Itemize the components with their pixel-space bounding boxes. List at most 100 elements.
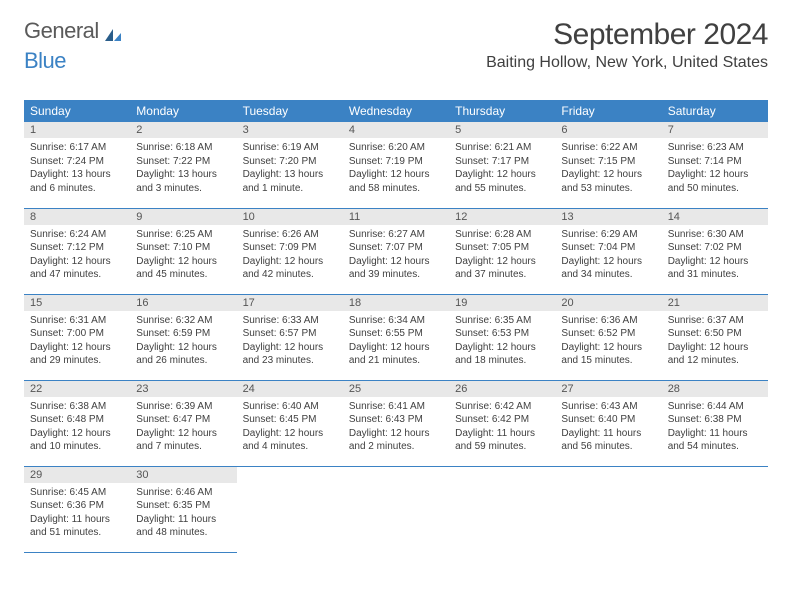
day-number: 3	[237, 122, 343, 138]
sunrise: Sunrise: 6:18 AM	[136, 141, 230, 155]
day-info: Sunrise: 6:34 AMSunset: 6:55 PMDaylight:…	[343, 311, 449, 372]
day-info: Sunrise: 6:28 AMSunset: 7:05 PMDaylight:…	[449, 225, 555, 286]
sunrise: Sunrise: 6:23 AM	[668, 141, 762, 155]
sunrise: Sunrise: 6:34 AM	[349, 314, 443, 328]
day-number: 19	[449, 295, 555, 311]
calendar-cell: 7Sunrise: 6:23 AMSunset: 7:14 PMDaylight…	[662, 122, 768, 208]
header: General September 2024 Baiting Hollow, N…	[24, 18, 768, 72]
day-info: Sunrise: 6:27 AMSunset: 7:07 PMDaylight:…	[343, 225, 449, 286]
sunrise: Sunrise: 6:21 AM	[455, 141, 549, 155]
calendar-cell: 5Sunrise: 6:21 AMSunset: 7:17 PMDaylight…	[449, 122, 555, 208]
sunrise: Sunrise: 6:39 AM	[136, 400, 230, 414]
calendar-cell: 25Sunrise: 6:41 AMSunset: 6:43 PMDayligh…	[343, 380, 449, 466]
sunset: Sunset: 7:10 PM	[136, 241, 230, 255]
day-info: Sunrise: 6:45 AMSunset: 6:36 PMDaylight:…	[24, 483, 130, 544]
day-info: Sunrise: 6:44 AMSunset: 6:38 PMDaylight:…	[662, 397, 768, 458]
day-number: 18	[343, 295, 449, 311]
calendar-week: 29Sunrise: 6:45 AMSunset: 6:36 PMDayligh…	[24, 466, 768, 552]
daylight: Daylight: 12 hours and 42 minutes.	[243, 255, 337, 282]
sunset: Sunset: 7:04 PM	[561, 241, 655, 255]
day-info: Sunrise: 6:19 AMSunset: 7:20 PMDaylight:…	[237, 138, 343, 199]
daylight: Daylight: 11 hours and 48 minutes.	[136, 513, 230, 540]
sunset: Sunset: 7:19 PM	[349, 155, 443, 169]
day-header: Saturday	[662, 100, 768, 122]
daylight: Daylight: 12 hours and 39 minutes.	[349, 255, 443, 282]
day-number: 12	[449, 209, 555, 225]
day-number: 10	[237, 209, 343, 225]
calendar-cell	[343, 466, 449, 552]
sunrise: Sunrise: 6:32 AM	[136, 314, 230, 328]
day-info: Sunrise: 6:32 AMSunset: 6:59 PMDaylight:…	[130, 311, 236, 372]
sunset: Sunset: 7:12 PM	[30, 241, 124, 255]
calendar-cell: 1Sunrise: 6:17 AMSunset: 7:24 PMDaylight…	[24, 122, 130, 208]
calendar-cell: 26Sunrise: 6:42 AMSunset: 6:42 PMDayligh…	[449, 380, 555, 466]
daylight: Daylight: 12 hours and 12 minutes.	[668, 341, 762, 368]
sunrise: Sunrise: 6:46 AM	[136, 486, 230, 500]
daylight: Daylight: 11 hours and 51 minutes.	[30, 513, 124, 540]
sunset: Sunset: 6:53 PM	[455, 327, 549, 341]
day-number: 14	[662, 209, 768, 225]
calendar-cell: 22Sunrise: 6:38 AMSunset: 6:48 PMDayligh…	[24, 380, 130, 466]
day-info: Sunrise: 6:17 AMSunset: 7:24 PMDaylight:…	[24, 138, 130, 199]
day-number: 1	[24, 122, 130, 138]
calendar-cell: 24Sunrise: 6:40 AMSunset: 6:45 PMDayligh…	[237, 380, 343, 466]
calendar-cell: 12Sunrise: 6:28 AMSunset: 7:05 PMDayligh…	[449, 208, 555, 294]
sunrise: Sunrise: 6:24 AM	[30, 228, 124, 242]
day-number: 5	[449, 122, 555, 138]
daylight: Daylight: 12 hours and 10 minutes.	[30, 427, 124, 454]
daylight: Daylight: 12 hours and 58 minutes.	[349, 168, 443, 195]
sunset: Sunset: 6:40 PM	[561, 413, 655, 427]
daylight: Daylight: 12 hours and 15 minutes.	[561, 341, 655, 368]
day-info: Sunrise: 6:24 AMSunset: 7:12 PMDaylight:…	[24, 225, 130, 286]
day-header: Tuesday	[237, 100, 343, 122]
day-number: 17	[237, 295, 343, 311]
calendar-cell: 27Sunrise: 6:43 AMSunset: 6:40 PMDayligh…	[555, 380, 661, 466]
sunrise: Sunrise: 6:31 AM	[30, 314, 124, 328]
day-info: Sunrise: 6:21 AMSunset: 7:17 PMDaylight:…	[449, 138, 555, 199]
logo-word2: Blue	[24, 48, 66, 74]
day-number: 28	[662, 381, 768, 397]
day-number: 13	[555, 209, 661, 225]
sunset: Sunset: 7:02 PM	[668, 241, 762, 255]
daylight: Daylight: 12 hours and 37 minutes.	[455, 255, 549, 282]
day-number: 22	[24, 381, 130, 397]
day-info: Sunrise: 6:46 AMSunset: 6:35 PMDaylight:…	[130, 483, 236, 544]
sunset: Sunset: 7:20 PM	[243, 155, 337, 169]
calendar-table: SundayMondayTuesdayWednesdayThursdayFrid…	[24, 100, 768, 553]
sunrise: Sunrise: 6:30 AM	[668, 228, 762, 242]
sunset: Sunset: 7:15 PM	[561, 155, 655, 169]
sunrise: Sunrise: 6:37 AM	[668, 314, 762, 328]
day-number: 9	[130, 209, 236, 225]
day-info: Sunrise: 6:42 AMSunset: 6:42 PMDaylight:…	[449, 397, 555, 458]
sunset: Sunset: 7:05 PM	[455, 241, 549, 255]
calendar-cell: 15Sunrise: 6:31 AMSunset: 7:00 PMDayligh…	[24, 294, 130, 380]
day-header: Friday	[555, 100, 661, 122]
daylight: Daylight: 12 hours and 45 minutes.	[136, 255, 230, 282]
daylight: Daylight: 12 hours and 26 minutes.	[136, 341, 230, 368]
sunrise: Sunrise: 6:25 AM	[136, 228, 230, 242]
calendar-cell: 21Sunrise: 6:37 AMSunset: 6:50 PMDayligh…	[662, 294, 768, 380]
calendar-week: 15Sunrise: 6:31 AMSunset: 7:00 PMDayligh…	[24, 294, 768, 380]
daylight: Daylight: 13 hours and 1 minute.	[243, 168, 337, 195]
day-info: Sunrise: 6:23 AMSunset: 7:14 PMDaylight:…	[662, 138, 768, 199]
day-info: Sunrise: 6:20 AMSunset: 7:19 PMDaylight:…	[343, 138, 449, 199]
sunrise: Sunrise: 6:40 AM	[243, 400, 337, 414]
calendar-cell: 20Sunrise: 6:36 AMSunset: 6:52 PMDayligh…	[555, 294, 661, 380]
sunrise: Sunrise: 6:33 AM	[243, 314, 337, 328]
day-number: 30	[130, 467, 236, 483]
day-number: 16	[130, 295, 236, 311]
day-info: Sunrise: 6:25 AMSunset: 7:10 PMDaylight:…	[130, 225, 236, 286]
daylight: Daylight: 11 hours and 56 minutes.	[561, 427, 655, 454]
day-number: 4	[343, 122, 449, 138]
daylight: Daylight: 13 hours and 3 minutes.	[136, 168, 230, 195]
sunset: Sunset: 7:22 PM	[136, 155, 230, 169]
sunrise: Sunrise: 6:19 AM	[243, 141, 337, 155]
day-info: Sunrise: 6:30 AMSunset: 7:02 PMDaylight:…	[662, 225, 768, 286]
day-info: Sunrise: 6:26 AMSunset: 7:09 PMDaylight:…	[237, 225, 343, 286]
day-number: 24	[237, 381, 343, 397]
sunset: Sunset: 7:24 PM	[30, 155, 124, 169]
day-number: 2	[130, 122, 236, 138]
calendar-cell: 9Sunrise: 6:25 AMSunset: 7:10 PMDaylight…	[130, 208, 236, 294]
day-header: Sunday	[24, 100, 130, 122]
sunset: Sunset: 7:00 PM	[30, 327, 124, 341]
